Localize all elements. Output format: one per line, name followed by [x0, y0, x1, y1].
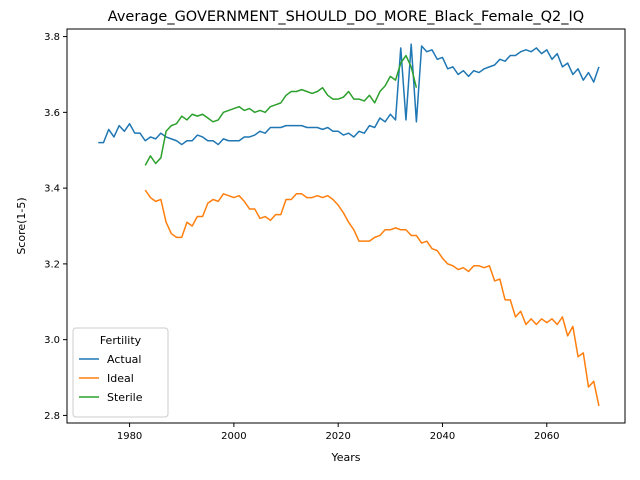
- y-axis-label: Score(1-5): [15, 197, 28, 254]
- chart-title: Average_GOVERNMENT_SHOULD_DO_MORE_Black_…: [108, 9, 584, 25]
- x-tick-label: 2000: [221, 431, 246, 442]
- y-tick-label: 3.8: [44, 32, 60, 43]
- legend-title: Fertility: [100, 334, 142, 347]
- x-axis-label: Years: [330, 451, 360, 464]
- series-line-ideal: [144, 189, 600, 407]
- y-tick-label: 3.4: [44, 184, 60, 195]
- legend-label-sterile: Sterile: [107, 391, 143, 404]
- legend-label-actual: Actual: [107, 353, 141, 366]
- y-tick-label: 3.6: [44, 108, 60, 119]
- y-tick-label: 3.0: [44, 335, 60, 346]
- y-tick-label: 3.2: [44, 259, 60, 270]
- legend-label-ideal: Ideal: [107, 372, 134, 385]
- x-tick-label: 2060: [534, 431, 559, 442]
- series-layer: [98, 43, 600, 407]
- y-axis: 2.8 3.0 3.2 3.4 3.6 3.8: [44, 32, 67, 422]
- x-tick-label: 2040: [430, 431, 455, 442]
- y-tick-label: 2.8: [44, 411, 60, 422]
- series-line-actual: [98, 43, 600, 146]
- x-tick-label: 2020: [325, 431, 350, 442]
- legend-box: [72, 327, 169, 418]
- series-line-sterile: [144, 54, 418, 166]
- legend: Fertility Actual Ideal Sterile: [72, 327, 169, 418]
- x-tick-label: 1980: [117, 431, 142, 442]
- plot-frame: [66, 28, 626, 424]
- x-axis: 1980 2000 2020 2040 2060: [117, 423, 560, 442]
